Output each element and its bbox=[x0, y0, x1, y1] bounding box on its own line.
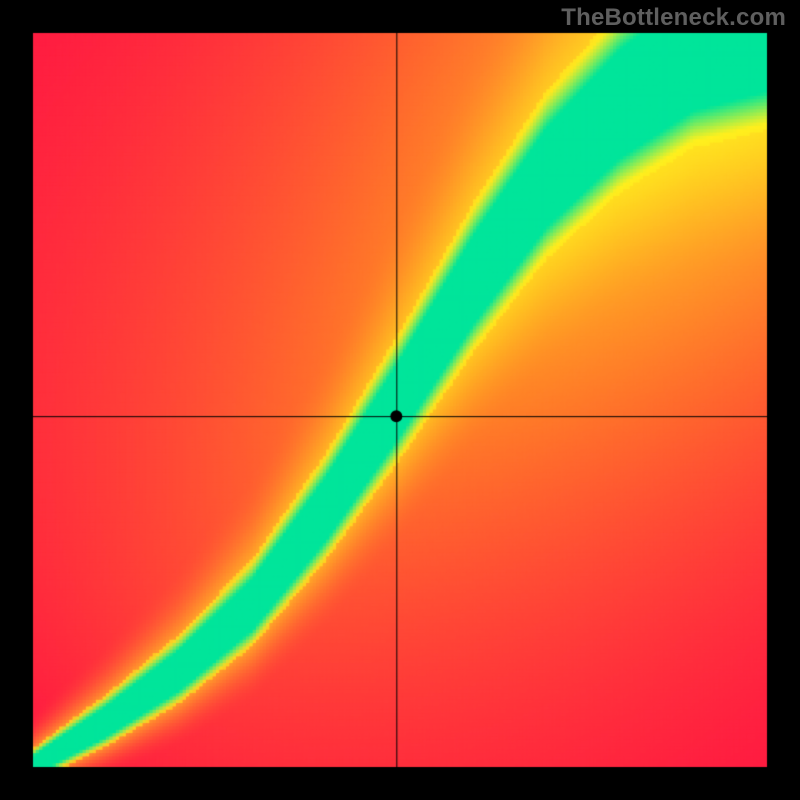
chart-container: TheBottleneck.com bbox=[0, 0, 800, 800]
bottleneck-heatmap bbox=[0, 0, 800, 800]
